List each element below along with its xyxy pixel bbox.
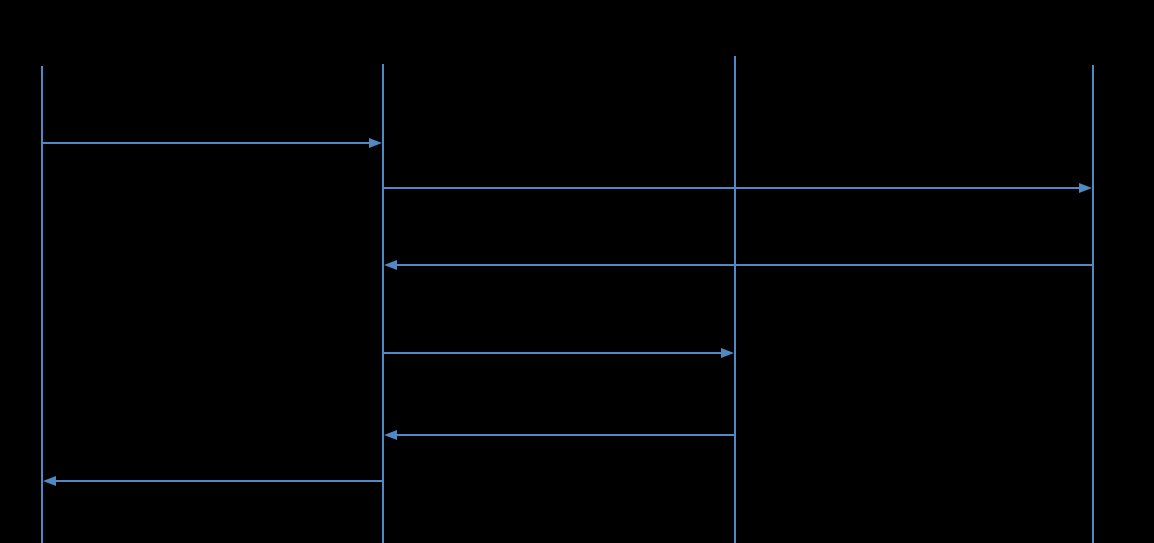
message-1: [42, 138, 382, 148]
message-2: [383, 183, 1092, 193]
message-3: [384, 260, 1093, 270]
arrowhead-icon: [384, 260, 397, 270]
arrowhead-icon: [721, 348, 734, 358]
arrowhead-icon: [384, 430, 397, 440]
message-5: [384, 430, 735, 440]
arrowhead-icon: [369, 138, 382, 148]
arrowhead-icon: [1079, 183, 1092, 193]
arrowhead-icon: [43, 476, 56, 486]
message-6: [43, 476, 383, 486]
message-4: [383, 348, 734, 358]
